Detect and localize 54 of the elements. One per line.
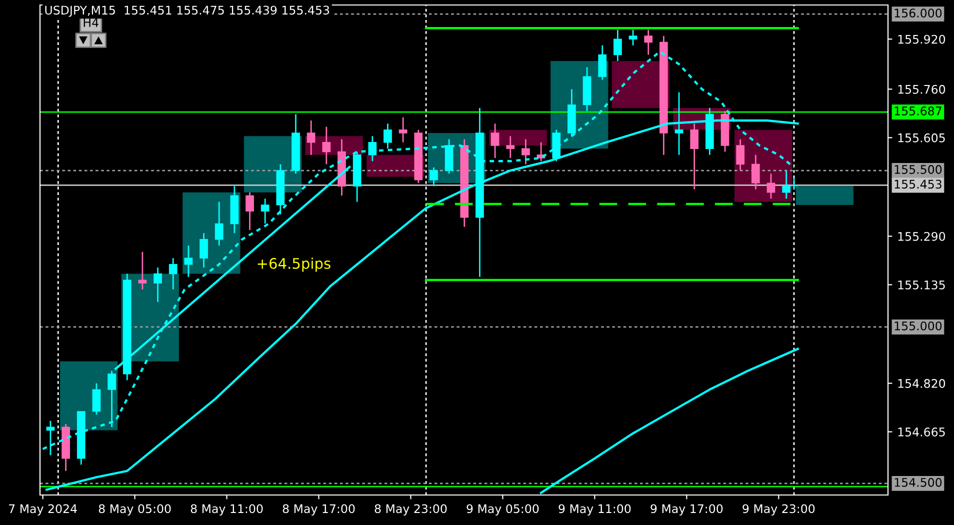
candlestick bbox=[368, 135, 377, 162]
line-series bbox=[540, 348, 799, 494]
candlestick bbox=[306, 120, 316, 156]
candlestick bbox=[154, 266, 162, 303]
y-tick-label: 155.605 bbox=[898, 133, 945, 142]
x-tick-label: 8 May 11:00 bbox=[190, 504, 263, 516]
x-tick-label: 7 May 2024 bbox=[9, 504, 77, 516]
x-tick-label: 9 May 17:00 bbox=[650, 504, 723, 516]
annotation: H4 bbox=[84, 18, 98, 27]
candlestick bbox=[246, 192, 254, 231]
ref-line-label: 156.000 bbox=[894, 8, 942, 18]
chart-title: USDJPY,M15 155.451 155.475 155.439 155.453 bbox=[45, 6, 330, 17]
candlestick bbox=[751, 154, 760, 190]
bar bbox=[796, 186, 854, 205]
candlestick bbox=[398, 116, 408, 144]
candlestick bbox=[598, 44, 607, 80]
x-tick-label: 8 May 05:00 bbox=[98, 504, 171, 516]
candlestick bbox=[736, 138, 745, 172]
y-tick-label: 155.760 bbox=[898, 84, 946, 94]
candlestick bbox=[384, 122, 392, 150]
x-tick-label: 9 May 23:00 bbox=[742, 504, 815, 516]
y-tick-label: 155.920 bbox=[898, 34, 946, 44]
candlestick bbox=[490, 122, 500, 159]
y-tick-label: 154.820 bbox=[898, 379, 946, 388]
candlestick bbox=[430, 166, 438, 187]
ref-line-label: 155.000 bbox=[894, 321, 942, 330]
candlestick bbox=[522, 138, 530, 165]
annotation: +64.5pips bbox=[258, 258, 330, 272]
ref-line-label: 155.500 bbox=[894, 165, 942, 174]
candlestick bbox=[168, 257, 178, 290]
x-tick-label: 9 May 05:00 bbox=[466, 504, 539, 516]
candlestick bbox=[644, 29, 653, 56]
candlestick bbox=[108, 370, 116, 428]
candlestick bbox=[260, 198, 270, 224]
y-tick-label: 154.665 bbox=[898, 428, 945, 436]
candlestick bbox=[766, 172, 776, 200]
candlestick bbox=[690, 122, 699, 190]
ref-line-label: 155.687 bbox=[894, 106, 942, 116]
candlestick bbox=[92, 382, 101, 416]
y-tick-label: 155.135 bbox=[898, 280, 945, 290]
x-tick-label: 8 May 23:00 bbox=[374, 504, 447, 516]
x-tick-label: 8 May 17:00 bbox=[282, 504, 355, 516]
candlestick bbox=[214, 201, 224, 246]
ref-line-label: 155.453 bbox=[894, 180, 942, 189]
ref-line-label: 154.500 bbox=[894, 478, 942, 487]
candlestick bbox=[506, 135, 515, 159]
candlestick bbox=[614, 29, 622, 62]
y-tick-label: 155.290 bbox=[898, 232, 946, 241]
candlestick bbox=[138, 251, 147, 290]
candlestick bbox=[322, 126, 331, 165]
candlestick bbox=[200, 232, 208, 268]
candlestick bbox=[184, 244, 193, 278]
candlestick bbox=[628, 29, 638, 46]
x-tick-label: 9 May 11:00 bbox=[558, 504, 631, 516]
